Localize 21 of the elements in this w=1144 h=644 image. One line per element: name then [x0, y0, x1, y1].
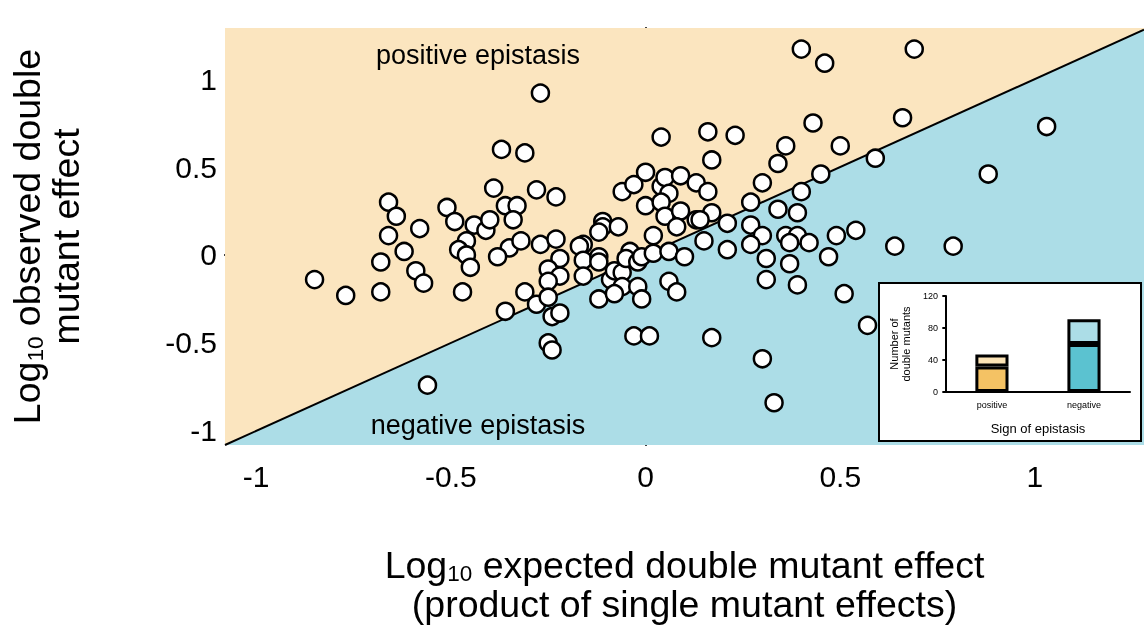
x-tick-label: 0: [637, 459, 654, 493]
x-tick-label: -0.5: [425, 459, 477, 493]
x-tick-label: 0.5: [819, 459, 862, 493]
annotation: negative epistasis: [370, 410, 586, 440]
y-tick-label: 80: [927, 323, 938, 333]
y-tick-label: 40: [927, 355, 938, 365]
y-tick-label: 0.5: [175, 150, 217, 184]
x-tick-label: negative: [1066, 399, 1101, 410]
y-tick-label: 0: [200, 238, 217, 272]
y-tick-label: 0: [932, 387, 938, 397]
y-tick-label: 120: [922, 291, 938, 301]
x-tick-label: positive: [976, 399, 1008, 410]
y-tick-label: 1: [200, 62, 217, 96]
annotation: positive epistasis: [375, 40, 581, 70]
x-axis-title: Log10 expected double mutant effect (product of single mutant effects): [384, 543, 985, 625]
x-tick-label: -1: [242, 459, 270, 493]
y-tick-label: -0.5: [165, 326, 217, 360]
x-axis-title: Sign of epistasis: [990, 421, 1086, 436]
y-axis-title: Number of double mutants: [888, 305, 912, 382]
y-axis-title: Log10 observed double mutant effect: [6, 48, 87, 425]
x-tick-label: 1: [1026, 459, 1044, 493]
